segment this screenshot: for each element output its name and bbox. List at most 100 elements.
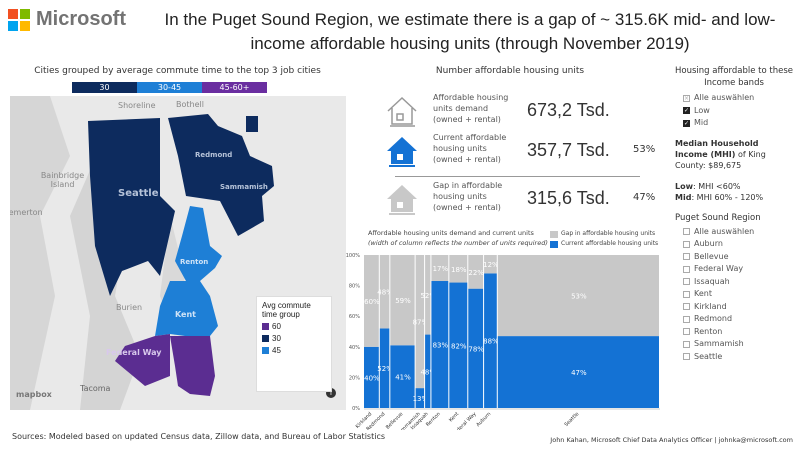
map-legend-item[interactable]: 60: [262, 322, 326, 331]
checkbox-icon[interactable]: [683, 315, 690, 323]
checkbox-icon[interactable]: [683, 265, 690, 273]
data-label-gap: 53%: [571, 293, 587, 301]
chart-subtitle: (width of column reflects the number of …: [368, 239, 548, 247]
mhi-note: Median Household Income (MHI) of King Co…: [675, 138, 793, 171]
option-label: Auburn: [694, 239, 723, 248]
region-option[interactable]: Kirkland: [683, 301, 793, 314]
legend-30-45[interactable]: 30-45: [137, 82, 202, 93]
region-option[interactable]: Redmond: [683, 313, 793, 326]
logo-square: [20, 20, 30, 31]
checkbox-checked-icon[interactable]: ✓: [683, 107, 690, 115]
mhi-bold: Median Household Income (MHI): [675, 138, 759, 159]
checkbox-icon[interactable]: [683, 228, 690, 236]
region-option[interactable]: Bellevue: [683, 251, 793, 264]
legend-30[interactable]: 30: [72, 82, 137, 93]
bar-gap[interactable]: [390, 255, 415, 346]
city-label-redmond: Redmond: [195, 151, 233, 159]
commute-legend-bar: 30 30-45 45-60+: [72, 82, 267, 93]
income-option[interactable]: × Alle auswählen: [683, 92, 793, 105]
bar-current[interactable]: [497, 336, 659, 408]
checkbox-icon[interactable]: [683, 340, 690, 348]
map-legend-item[interactable]: 30: [262, 334, 326, 343]
bar-gap[interactable]: [484, 255, 497, 274]
checkbox-icon[interactable]: [683, 240, 690, 248]
kpi-demand: Affordable housing units demand (owned +…: [385, 92, 665, 136]
bar-gap[interactable]: [431, 255, 449, 282]
kpi-pct: 53%: [633, 144, 656, 155]
band-definitions: Low: MHI <60% Mid: MHI 60% - 120%: [675, 181, 793, 203]
legend-label: 30: [272, 334, 281, 343]
option-label: Federal Way: [694, 264, 744, 273]
data-label-gap: 17%: [433, 265, 449, 273]
checkbox-icon[interactable]: [683, 278, 690, 286]
bar-current[interactable]: [449, 282, 468, 408]
income-option[interactable]: ✓ Mid: [683, 117, 793, 130]
map-title: Cities grouped by average commute time t…: [34, 66, 321, 76]
house-gray-icon: [387, 185, 417, 215]
auburn-region: [170, 336, 215, 396]
info-icon[interactable]: i: [326, 388, 336, 398]
map-legend: Avg commute time group 60 30 45: [256, 296, 332, 392]
legend-item-gap[interactable]: Gap in affordable housing units: [550, 229, 658, 239]
checkbox-partial-icon[interactable]: ×: [683, 94, 690, 102]
sources-note: Sources: Modeled based on updated Census…: [12, 432, 386, 441]
option-label: Redmond: [694, 314, 733, 323]
bar-current[interactable]: [379, 328, 390, 408]
map-legend-item[interactable]: 45: [262, 346, 326, 355]
region-option[interactable]: Renton: [683, 326, 793, 339]
kpi-pct: 47%: [633, 192, 656, 203]
region-option[interactable]: Issaquah: [683, 276, 793, 289]
logo-square: [8, 8, 18, 19]
region-option[interactable]: Kent: [683, 288, 793, 301]
bar-gap[interactable]: [497, 255, 659, 337]
bar-current[interactable]: [484, 273, 497, 408]
city-label-sammamish: Sammamish: [220, 183, 268, 191]
legend-label: 45: [272, 346, 281, 355]
checkbox-icon[interactable]: [683, 328, 690, 336]
commute-map[interactable]: Shoreline Bothell Bainbridge Island Brem…: [10, 96, 346, 410]
kpi-value: 315,6 Tsd.: [527, 188, 610, 208]
checkbox-checked-icon[interactable]: ✓: [683, 119, 690, 127]
bar-current[interactable]: [390, 345, 415, 408]
checkbox-icon[interactable]: [683, 353, 690, 361]
house-blue-icon: [387, 137, 417, 167]
data-label-current: 13%: [413, 395, 429, 403]
income-option[interactable]: ✓ Low: [683, 105, 793, 118]
checkbox-icon[interactable]: [683, 290, 690, 298]
region-option[interactable]: Auburn: [683, 238, 793, 251]
kpi-label: Affordable housing units demand (owned +…: [433, 93, 509, 124]
bar-current[interactable]: [364, 346, 379, 408]
filter-panel: Housing affordable to these Income bands…: [675, 65, 793, 363]
logo-square: [20, 8, 30, 19]
bar-current[interactable]: [431, 281, 449, 408]
region-option[interactable]: Seattle: [683, 351, 793, 364]
map-label-shoreline: Shoreline: [118, 101, 156, 110]
housing-mekko-chart: 0%20%40%60%80%100%40%60%Kirkland52%48%Re…: [346, 253, 660, 430]
map-label-bainbridge: Bainbridge Island: [40, 171, 85, 189]
legend-45-60[interactable]: 45-60+: [202, 82, 267, 93]
city-label-federal-way: Federal Way: [106, 348, 162, 357]
kpi-value: 673,2 Tsd.: [527, 100, 610, 120]
map-label-burien: Burien: [116, 303, 143, 312]
logo-square: [8, 20, 18, 31]
bar-gap[interactable]: [449, 255, 468, 283]
bar-current[interactable]: [468, 288, 484, 408]
bar-gap[interactable]: [364, 255, 379, 347]
bar-gap[interactable]: [468, 255, 484, 289]
data-label-current: 52%: [377, 365, 393, 373]
legend-item-current[interactable]: Current affordable housing units: [550, 239, 658, 249]
mapbox-logo[interactable]: mapbox: [16, 390, 52, 399]
federal-way-region: [115, 334, 170, 386]
data-label-current: 48%: [420, 368, 436, 376]
bar-current[interactable]: [425, 334, 431, 408]
region-option[interactable]: Sammamish: [683, 338, 793, 351]
checkbox-icon[interactable]: [683, 253, 690, 261]
region-option[interactable]: Federal Way: [683, 263, 793, 276]
bar-gap[interactable]: [425, 255, 431, 335]
bar-current[interactable]: [415, 388, 425, 408]
checkbox-icon[interactable]: [683, 303, 690, 311]
map-shapes: [10, 96, 274, 410]
bar-gap[interactable]: [415, 255, 425, 389]
region-option[interactable]: Alle auswählen: [683, 226, 793, 239]
bar-gap[interactable]: [379, 255, 390, 329]
